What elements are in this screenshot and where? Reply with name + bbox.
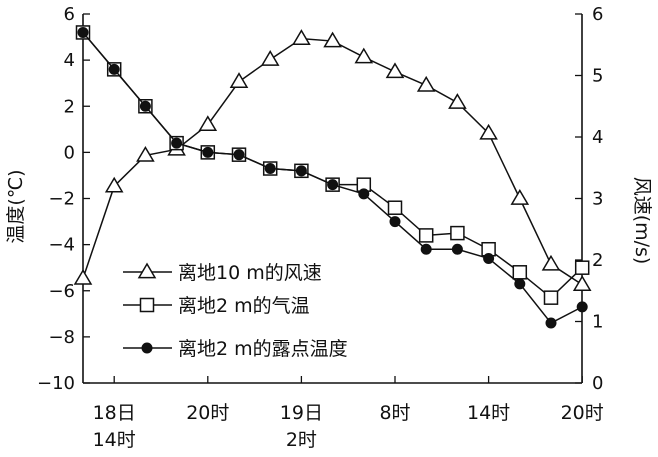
right-tick-label: 2 <box>592 250 603 271</box>
x-tick-label: 8时 <box>379 402 410 424</box>
data-point <box>416 75 436 92</box>
series-dot <box>77 26 588 329</box>
legend-marker <box>139 297 155 313</box>
data-point <box>233 149 245 161</box>
data-point <box>541 254 561 271</box>
series-layer <box>73 25 592 329</box>
data-point <box>171 137 183 149</box>
data-point <box>514 278 526 290</box>
legend-marker <box>141 342 153 354</box>
series-line <box>82 31 583 299</box>
legend-label: 离地2 m的露点温度 <box>178 338 348 360</box>
data-point <box>543 290 559 305</box>
legend-marker <box>137 262 157 279</box>
data-point <box>260 50 280 66</box>
data-point <box>387 200 403 215</box>
left-tick-label: −8 <box>48 327 75 348</box>
data-point <box>229 72 249 88</box>
series-triangle <box>73 29 592 291</box>
data-point <box>545 317 557 329</box>
data-point <box>389 216 401 228</box>
data-point <box>77 26 89 38</box>
data-point <box>73 268 93 285</box>
data-point <box>136 145 155 162</box>
left-axis-title: 温度(℃) <box>5 169 27 243</box>
data-point <box>418 228 434 243</box>
ticks: 6 4 2 0 −2 −4 −6 −8 −10 6 5 4 3 2 1 0 18日 14时 20时 19日 2时 8时 14… <box>37 4 604 451</box>
data-point <box>576 301 588 313</box>
data-point <box>104 176 124 193</box>
x-tick-label: 20时 <box>561 402 604 424</box>
data-point <box>572 275 592 291</box>
x-tick-label: 14时 <box>467 402 510 424</box>
data-point <box>450 225 465 241</box>
data-point <box>358 188 370 200</box>
left-tick-label: −4 <box>48 235 75 256</box>
left-tick-label: −6 <box>48 281 75 302</box>
right-tick-label: 5 <box>592 66 603 87</box>
data-point <box>323 31 342 48</box>
x-tick-label: 14时 <box>93 429 136 451</box>
data-point <box>327 179 339 191</box>
left-tick-label: 6 <box>64 4 75 25</box>
legend-entry: 离地10 m的风速 <box>123 262 322 284</box>
data-point <box>202 146 214 158</box>
data-point <box>420 243 432 255</box>
data-point <box>512 265 528 280</box>
left-tick-label: 2 <box>64 96 75 117</box>
data-point <box>198 115 218 132</box>
left-tick-label: 0 <box>64 142 75 163</box>
x-tick-label: 18日 <box>93 402 136 424</box>
x-tick-label: 19日 <box>280 402 323 424</box>
data-point <box>574 260 590 275</box>
x-tick-label: 2时 <box>286 429 317 451</box>
right-tick-label: 6 <box>592 4 603 25</box>
right-tick-label: 4 <box>592 127 603 148</box>
legend-label: 离地2 m的气温 <box>178 295 310 317</box>
axes: 温度(℃) 风速(m/s) <box>5 14 653 384</box>
right-tick-label: 3 <box>592 189 603 210</box>
data-point <box>451 243 463 255</box>
series-line <box>82 37 583 286</box>
left-tick-label: −10 <box>37 373 75 394</box>
legend-entry: 离地2 m的露点温度 <box>123 338 348 360</box>
left-tick-label: −2 <box>48 189 75 210</box>
data-point <box>295 165 307 177</box>
data-point <box>292 29 311 45</box>
x-tick-label: 20时 <box>186 402 229 424</box>
data-point <box>139 100 151 112</box>
legend-label: 离地10 m的风速 <box>178 262 322 284</box>
data-point <box>385 62 405 79</box>
data-point <box>479 123 498 140</box>
data-point <box>264 163 276 175</box>
data-point <box>448 93 467 109</box>
legend-entry: 离地2 m的气温 <box>123 295 310 317</box>
right-axis-title: 风速(m/s) <box>631 177 653 265</box>
series-square <box>75 25 590 305</box>
data-point <box>354 47 374 64</box>
data-point <box>510 189 530 205</box>
data-point <box>108 63 120 75</box>
left-tick-label: 4 <box>64 50 75 71</box>
right-tick-label: 1 <box>592 312 603 333</box>
right-tick-label: 0 <box>592 373 603 394</box>
data-point <box>483 252 495 264</box>
